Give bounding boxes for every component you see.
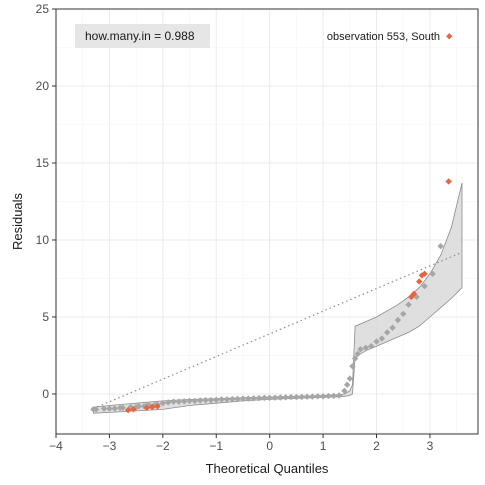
- data-point: [250, 395, 257, 402]
- data-point: [106, 405, 113, 412]
- highlight-point: [445, 178, 452, 185]
- data-point: [197, 397, 204, 404]
- y-tick-layer: 0 5 10 15 20 25: [36, 2, 56, 401]
- data-point: [378, 335, 386, 342]
- points-layer: [90, 242, 444, 413]
- highlight-point: [154, 403, 161, 410]
- data-point: [234, 395, 241, 403]
- data-point: [223, 396, 231, 403]
- legend: observation 553, South: [327, 31, 453, 43]
- panel-background: [56, 9, 478, 434]
- data-point: [383, 329, 391, 336]
- data-point: [207, 396, 215, 404]
- data-point: [394, 316, 402, 324]
- annotation-text: how.many.in = 0.988: [85, 29, 195, 43]
- data-point: [357, 346, 364, 353]
- data-point: [170, 398, 177, 405]
- data-point: [354, 350, 362, 358]
- data-point: [349, 363, 356, 370]
- y-tick-label: 25: [36, 2, 50, 16]
- data-point: [341, 387, 348, 395]
- highlight-point: [410, 290, 418, 298]
- highlight-point: [130, 406, 137, 413]
- data-point: [298, 393, 305, 401]
- panel-border: [55, 8, 479, 435]
- data-point: [202, 396, 209, 404]
- data-point: [245, 395, 252, 402]
- annotation-background: [75, 24, 210, 48]
- x-tick-layer: −4 −3 −2 −1 0 1 2 3: [49, 434, 434, 453]
- data-point: [309, 393, 316, 400]
- data-point: [429, 270, 436, 278]
- data-point: [92, 406, 100, 413]
- data-point: [111, 405, 118, 412]
- data-point: [314, 393, 321, 400]
- data-point: [218, 396, 225, 403]
- data-point: [346, 375, 353, 382]
- data-point: [373, 338, 380, 345]
- x-tick-label: 3: [427, 439, 434, 453]
- data-point: [191, 397, 199, 405]
- data-point: [100, 405, 108, 412]
- data-point: [319, 393, 327, 400]
- data-point: [303, 393, 311, 400]
- data-point: [164, 399, 172, 406]
- data-point: [175, 398, 183, 405]
- data-point: [389, 324, 396, 331]
- data-point: [181, 398, 188, 405]
- x-tick-label: 0: [266, 439, 273, 453]
- highlight-points-layer: [124, 178, 452, 414]
- data-point: [367, 343, 375, 350]
- y-tick-label: 0: [42, 387, 49, 401]
- reference-line-layer: [93, 251, 463, 410]
- x-tick-label: −3: [103, 439, 117, 453]
- data-point: [266, 394, 273, 402]
- data-point: [400, 310, 407, 318]
- data-point: [362, 344, 370, 351]
- data-point: [437, 242, 444, 250]
- reference-line: [93, 251, 463, 410]
- data-point: [239, 395, 247, 402]
- x-tick-label: 2: [373, 439, 380, 453]
- data-point: [261, 394, 268, 402]
- data-point: [293, 393, 300, 401]
- x-axis-title: Theoretical Quantiles: [206, 461, 329, 476]
- highlight-point: [143, 404, 151, 412]
- data-point: [282, 394, 289, 401]
- y-tick-label: 15: [36, 156, 50, 170]
- x-tick-label: 1: [320, 439, 327, 453]
- annotation-box: how.many.in = 0.988: [75, 24, 210, 48]
- data-point: [119, 404, 126, 412]
- highlight-point: [421, 270, 428, 278]
- data-point: [271, 394, 279, 401]
- data-point: [351, 355, 359, 362]
- y-tick-label: 10: [36, 233, 50, 247]
- x-tick-label: −4: [49, 439, 63, 453]
- data-point: [277, 394, 284, 401]
- highlight-point: [148, 403, 156, 411]
- data-point: [186, 397, 193, 405]
- data-point: [213, 396, 220, 404]
- y-tick-label: 20: [36, 79, 50, 93]
- data-point: [335, 392, 343, 399]
- grid-layer: [55, 8, 478, 434]
- data-point: [229, 395, 236, 403]
- x-tick-label: −1: [209, 439, 223, 453]
- y-tick-label: 5: [42, 310, 49, 324]
- data-point: [343, 381, 351, 388]
- data-point: [287, 393, 295, 401]
- data-point: [405, 301, 412, 308]
- highlight-point: [416, 278, 423, 285]
- highlight-point: [124, 406, 132, 414]
- legend-label: observation 553, South: [327, 31, 440, 43]
- x-tick-label: −2: [156, 439, 170, 453]
- data-point: [135, 403, 142, 410]
- data-point: [421, 282, 428, 290]
- y-axis-title: Residuals: [10, 192, 25, 250]
- data-point: [255, 394, 263, 402]
- data-point: [330, 392, 337, 400]
- data-point: [159, 400, 167, 407]
- data-point: [325, 392, 332, 400]
